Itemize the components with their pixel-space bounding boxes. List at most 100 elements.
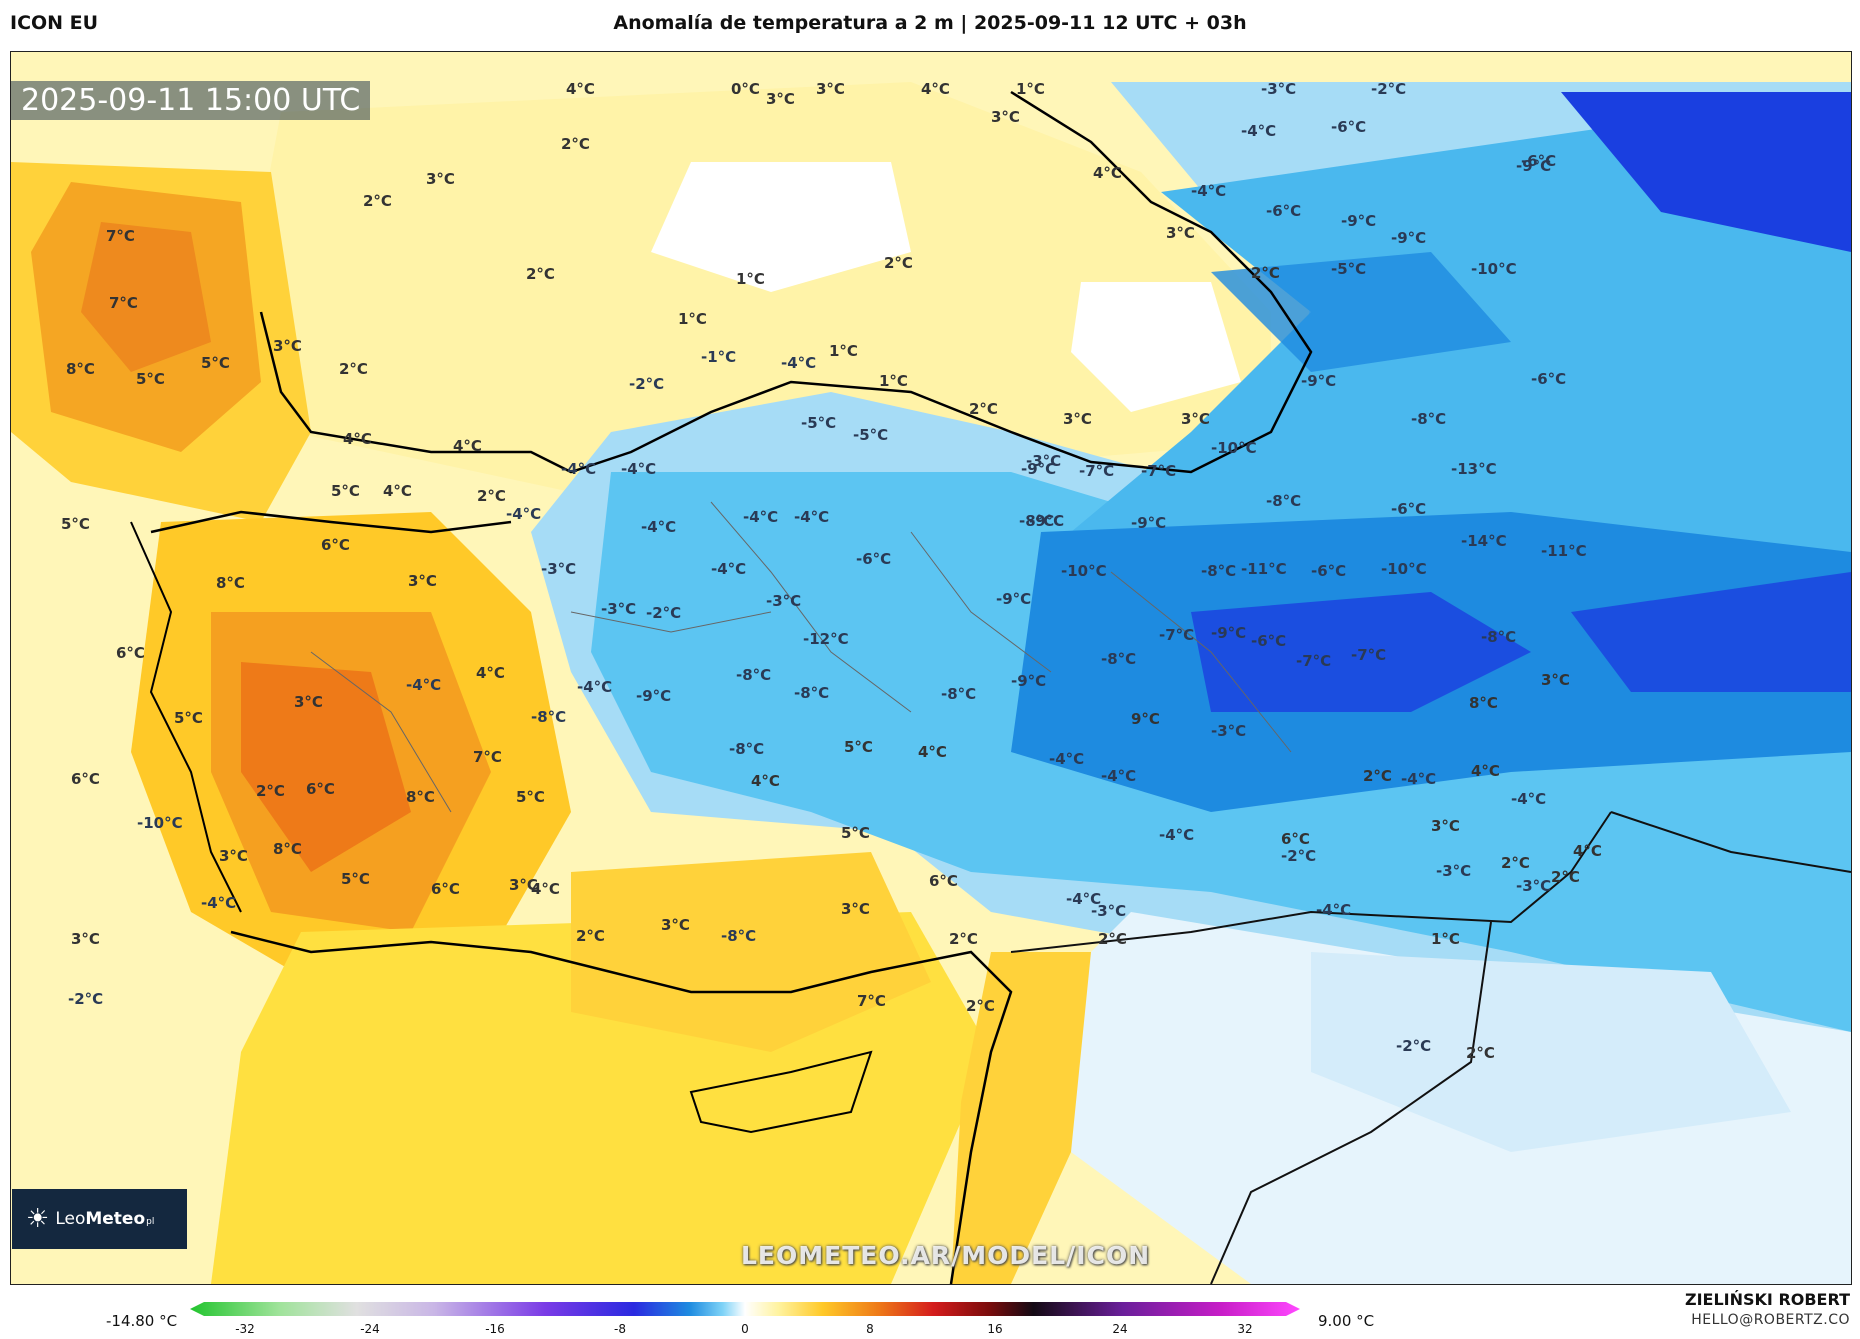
temperature-label: -4°C [1049, 750, 1085, 768]
temperature-label: -6°C [1331, 118, 1367, 136]
temperature-label: -4°C [794, 508, 830, 526]
temperature-label: -9°C [636, 687, 672, 705]
temperature-label: 7°C [473, 748, 502, 766]
temperature-label: -4°C [201, 894, 237, 912]
temperature-label: -9°C [1131, 514, 1167, 532]
temperature-label: -4°C [781, 354, 817, 372]
temperature-label: -6°C [1266, 202, 1302, 220]
temperature-label: -8°C [721, 927, 757, 945]
colorbar [190, 1302, 1300, 1316]
map-title: Anomalía de temperatura a 2 m | 2025-09-… [613, 12, 1247, 34]
temperature-label: -10°C [1061, 562, 1107, 580]
colorbar-tick: 32 [1237, 1322, 1253, 1336]
temperature-label: -8°C [941, 685, 977, 703]
temperature-label: -5°C [853, 426, 889, 444]
temperature-label: 9°C [1131, 710, 1160, 728]
temperature-label: -3°C [1091, 902, 1127, 920]
temperature-label: -11°C [1241, 560, 1287, 578]
temperature-label: -8°C [1266, 492, 1302, 510]
temperature-label: -9°C [1011, 672, 1047, 690]
temperature-label: 3°C [841, 900, 870, 918]
temperature-label: 5°C [341, 870, 370, 888]
temperature-label: -6°C [1311, 562, 1347, 580]
temperature-label: -8°C [1201, 562, 1237, 580]
temperature-label: 3°C [294, 693, 323, 711]
temperature-label: 0°C [731, 80, 760, 98]
temperature-label: 8°C [216, 574, 245, 592]
temperature-label: 3°C [426, 170, 455, 188]
temperature-label: 5°C [61, 515, 90, 533]
temperature-label: -4°C [711, 560, 747, 578]
temperature-label: 2°C [561, 135, 590, 153]
temperature-label: -3°C [1261, 80, 1297, 98]
temperature-label: -4°C [1191, 182, 1227, 200]
temperature-label: 1°C [879, 372, 908, 390]
temperature-label: -8°C [1481, 628, 1517, 646]
temperature-label: -4°C [1316, 901, 1352, 919]
temperature-label: 5°C [844, 738, 873, 756]
temperature-label: 2°C [363, 192, 392, 210]
temperature-label: 3°C [273, 337, 302, 355]
temperature-label: 4°C [566, 80, 595, 98]
model-name: ICON EU [10, 12, 99, 34]
temperature-label: 4°C [383, 482, 412, 500]
temperature-label: 4°C [921, 80, 950, 98]
temperature-label: 5°C [136, 370, 165, 388]
logo-text: LeoMeteopl [55, 1209, 155, 1229]
temperature-label: 3°C [1166, 224, 1195, 242]
temperature-label: 1°C [678, 310, 707, 328]
temperature-label: -13°C [1451, 460, 1497, 478]
temperature-label: 7°C [857, 992, 886, 1010]
temperature-label: 8°C [66, 360, 95, 378]
temperature-label: -2°C [68, 990, 104, 1008]
temperature-label: -8°C [1101, 650, 1137, 668]
temperature-label: -2°C [629, 375, 665, 393]
temperature-label: -9°C [1391, 229, 1427, 247]
temperature-label: 7°C [106, 227, 135, 245]
temperature-label: -4°C [621, 460, 657, 478]
temperature-label: 2°C [339, 360, 368, 378]
temperature-label: 1°C [1016, 80, 1045, 98]
temperature-label: -4°C [1159, 826, 1195, 844]
colorbar-max-label: 9.00 °C [1318, 1312, 1375, 1330]
temperature-label: -9°C [1341, 212, 1377, 230]
temperature-label: -8°C [794, 684, 830, 702]
temperature-label: 5°C [331, 482, 360, 500]
temperature-label: -11°C [1541, 542, 1587, 560]
temperature-label: 1°C [1431, 930, 1460, 948]
temperature-label: -7°C [1296, 652, 1332, 670]
temperature-label: 3°C [1063, 410, 1092, 428]
temperature-label: -2°C [1281, 847, 1317, 865]
temperature-label: 2°C [1098, 930, 1127, 948]
temperature-label: -3°C [1026, 452, 1062, 470]
temperature-label: 4°C [531, 880, 560, 898]
temperature-label: 5°C [516, 788, 545, 806]
temperature-label: -9°C [996, 590, 1032, 608]
temperature-label: -6°C [1531, 370, 1567, 388]
temperature-label: -6°C [1391, 500, 1427, 518]
temperature-label: -14°C [1461, 532, 1507, 550]
temperature-label: 3°C [219, 847, 248, 865]
temperature-label: 2°C [1501, 854, 1530, 872]
author-name: ZIELIŃSKI ROBERT [1684, 1290, 1850, 1309]
temperature-label: 7°C [109, 294, 138, 312]
temperature-label: 4°C [918, 743, 947, 761]
temperature-label: -9°C [1516, 157, 1552, 175]
temperature-label: -8°C [531, 708, 567, 726]
temperature-anomaly-map: 2025-09-11 15:00 UTC 4°C 0°C 3°C 3°C 4°C 1°C 3… [10, 51, 1852, 1285]
temperature-label: -9°C [1029, 512, 1065, 530]
colorbar-tick: -16 [485, 1322, 505, 1336]
temperature-label: 5°C [841, 824, 870, 842]
temperature-label: -5°C [801, 414, 837, 432]
author-email: HELLO@ROBERTZ.CO [1691, 1312, 1850, 1328]
temperature-label: -1°C [701, 348, 737, 366]
temperature-label: -10°C [137, 814, 183, 832]
leometeo-logo: ☀ LeoMeteopl [12, 1189, 187, 1249]
temperature-label: -8°C [736, 666, 772, 684]
temperature-label: -6°C [1521, 152, 1557, 170]
temperature-label: 6°C [1281, 830, 1310, 848]
temperature-label: 6°C [431, 880, 460, 898]
temperature-label: 6°C [321, 536, 350, 554]
temperature-label: 3°C [661, 916, 690, 934]
temperature-label: -3°C [601, 600, 637, 618]
